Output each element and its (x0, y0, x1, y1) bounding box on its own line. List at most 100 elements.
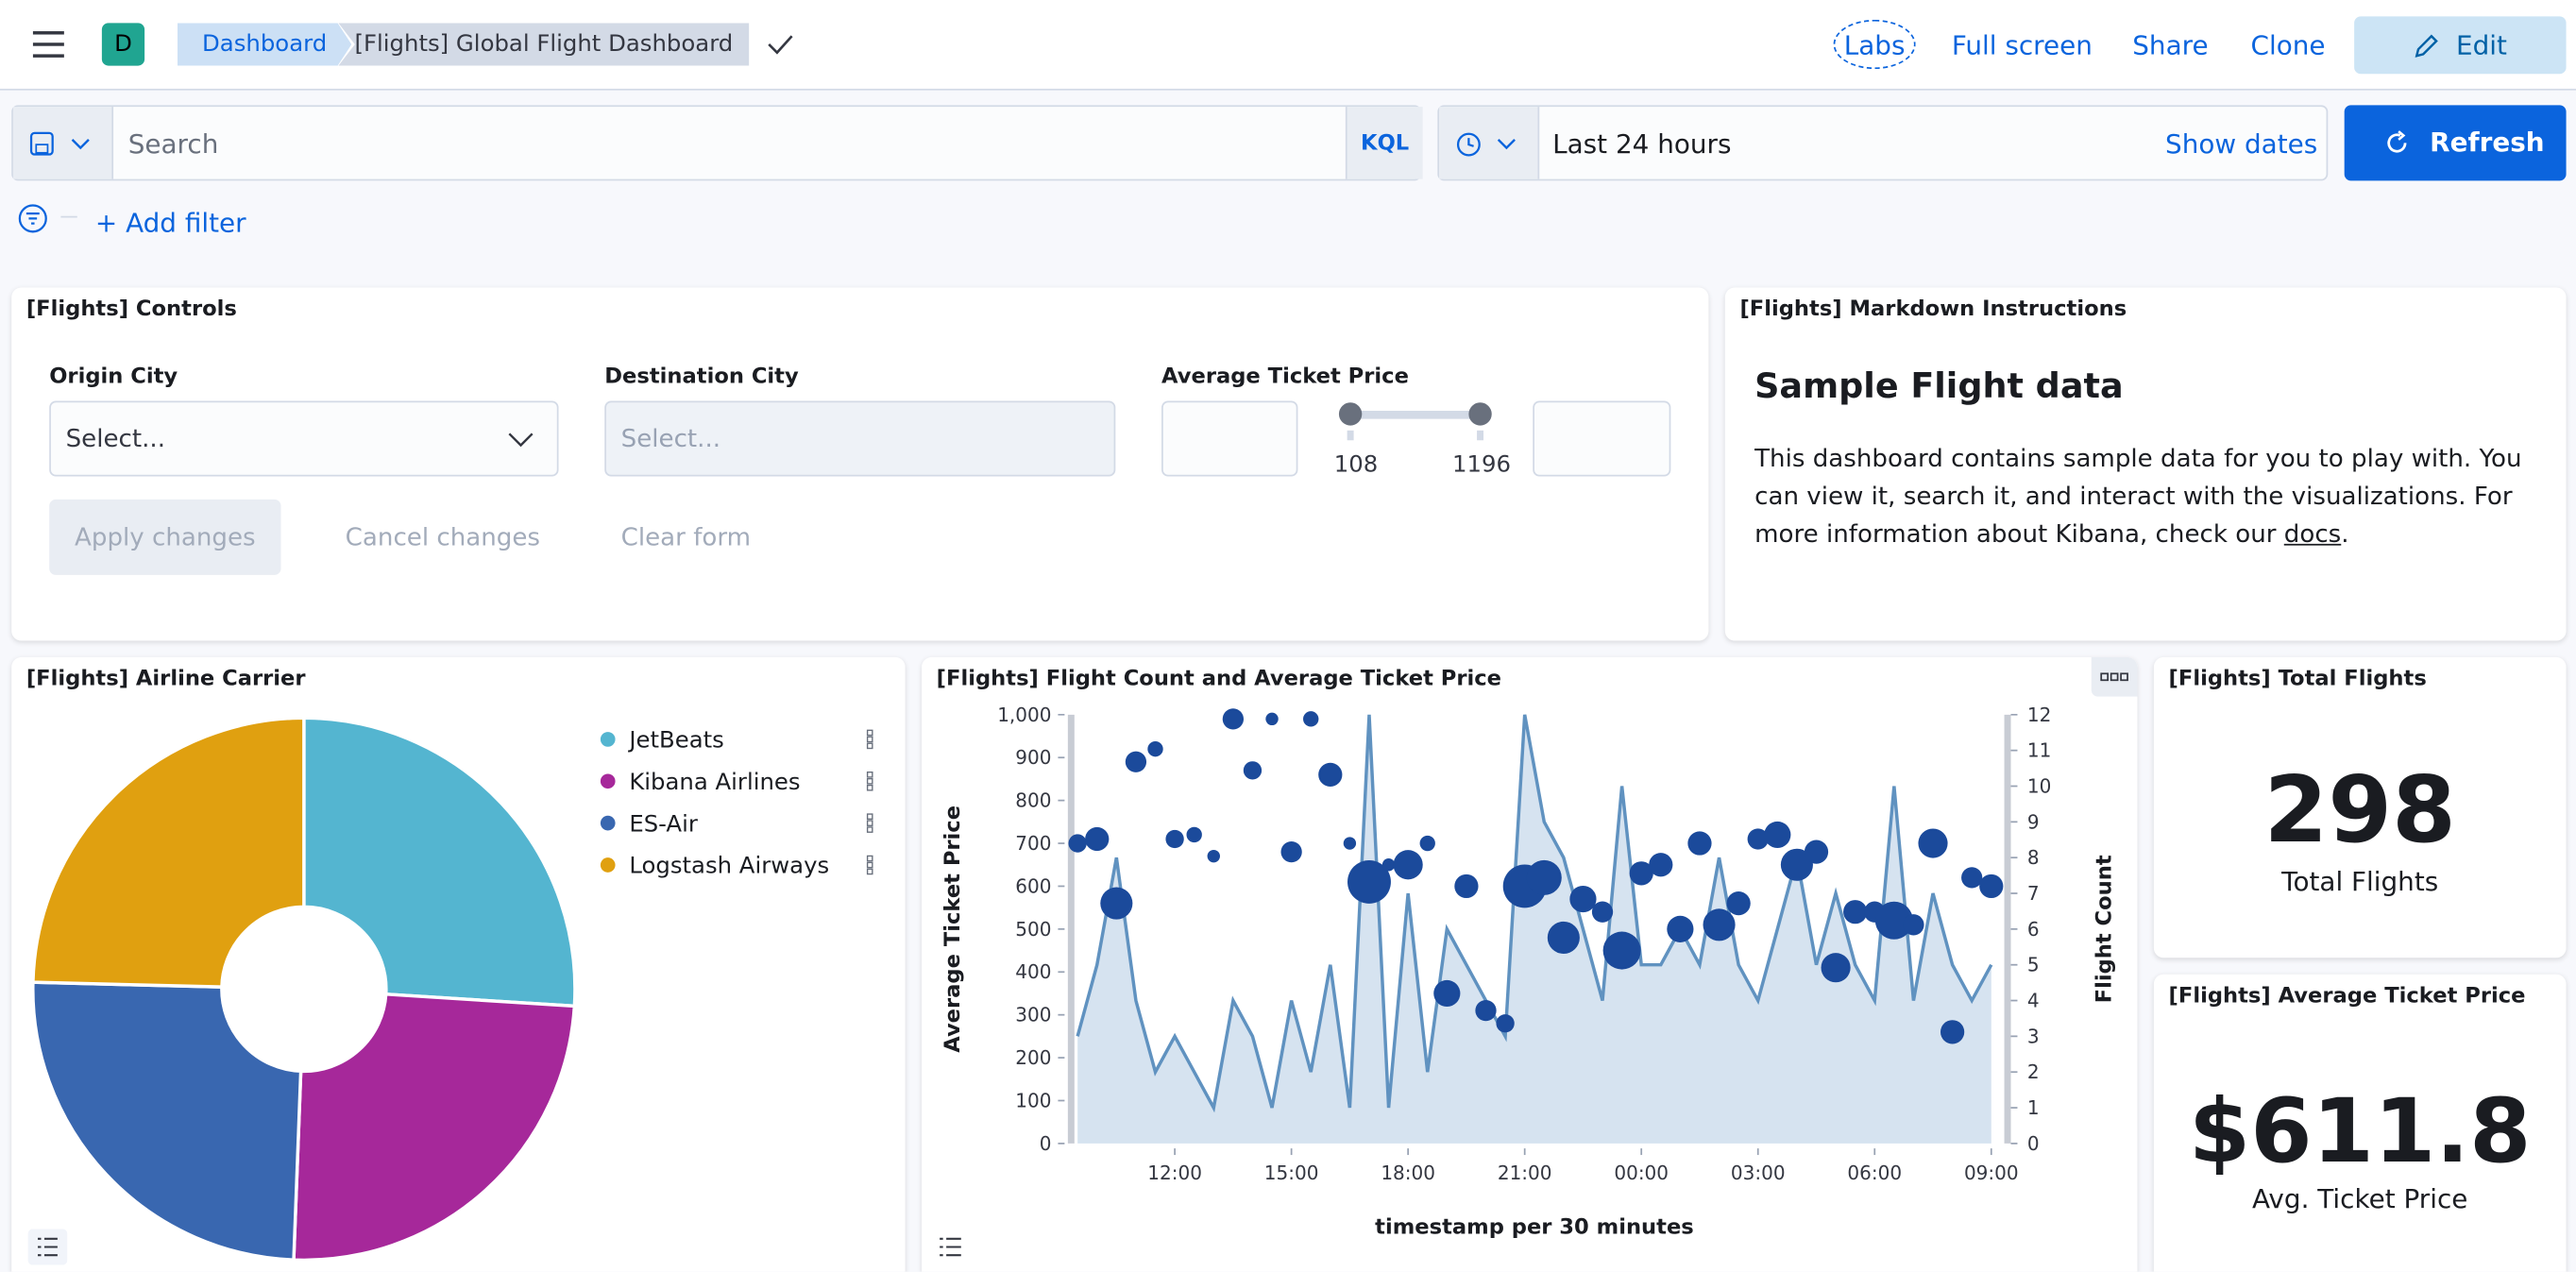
y2-tick-label: 1 (2027, 1096, 2040, 1119)
bubble (1343, 837, 1357, 850)
bubble (1496, 1014, 1515, 1033)
chevron-icon[interactable] (766, 33, 795, 56)
legend-menu-dot (866, 784, 873, 791)
legend-toggle[interactable] (27, 1229, 68, 1265)
slider-max-label: 1196 (1451, 451, 1511, 479)
bubble (1764, 821, 1791, 849)
header-link[interactable]: Share (2132, 29, 2209, 61)
bubble (1454, 873, 1479, 899)
y-tick-label: 400 (1015, 960, 1051, 983)
y2-tick-label: 7 (2027, 882, 2040, 905)
panel-title: [Flights] Markdown Instructions (1739, 297, 2127, 323)
breadcrumb[interactable]: Dashboard (177, 23, 352, 66)
edit-label: Edit (2456, 29, 2507, 61)
panel-title: [Flights] Flight Count and Average Ticke… (936, 667, 1502, 692)
show-dates[interactable]: Show dates (2165, 127, 2318, 160)
legend-menu-dot (866, 772, 873, 778)
bubble (1903, 914, 1924, 936)
panel-title: [Flights] Controls (25, 297, 237, 323)
bubble (1591, 901, 1614, 923)
y-tick-label: 300 (1015, 1004, 1051, 1026)
bubble (1629, 861, 1653, 886)
bubble (1433, 979, 1461, 1008)
bubble (1918, 828, 1948, 858)
controls-panel: [Flights] Controls Origin City Select...… (11, 287, 1709, 641)
bubble (1940, 1020, 1965, 1044)
search-placeholder[interactable]: Search (127, 127, 219, 160)
x-tick-label: 03:00 (1731, 1162, 1786, 1184)
field-label: Origin City (49, 365, 178, 390)
refresh-button[interactable]: Refresh (2344, 105, 2567, 181)
legend-label[interactable]: Kibana Airlines (629, 768, 800, 795)
bubble (1147, 740, 1163, 757)
header-link[interactable]: Labs (1833, 19, 1916, 70)
area (1077, 714, 1991, 1144)
bubble (1303, 711, 1319, 727)
y2-tick-label: 12 (2027, 704, 2051, 726)
docs-link[interactable]: docs (2283, 518, 2342, 550)
panel-options[interactable] (2091, 656, 2138, 697)
clear-button: Clear form (620, 522, 752, 552)
space-avatar[interactable]: D (101, 23, 145, 66)
cancel-button: Cancel changes (345, 522, 541, 552)
markdown-heading: Sample Flight data (1754, 365, 2124, 406)
saved-query-button[interactable] (12, 107, 114, 179)
x-tick-label: 15:00 (1264, 1162, 1319, 1184)
y2-tick-label: 9 (2027, 810, 2040, 833)
min-input[interactable] (1161, 400, 1298, 477)
x-tick-label: 21:00 (1498, 1162, 1552, 1184)
pie-slice (31, 980, 303, 1263)
max-input[interactable] (1533, 400, 1671, 477)
origin-select[interactable]: Select... (49, 400, 559, 477)
search-bar[interactable]: Search KQL (11, 105, 1423, 181)
metric-panel: [Flights] Total Flights 298 Total Flight… (2153, 656, 2567, 958)
apply-button: Apply changes (49, 499, 281, 575)
time-picker[interactable]: Last 24 hours Show dates (1437, 105, 2329, 181)
edit-button[interactable]: Edit (2354, 16, 2567, 75)
markdown-text: . (2341, 518, 2349, 550)
bubble (1874, 901, 1913, 940)
quick-menu-button[interactable] (1439, 107, 1540, 179)
bubble (1318, 762, 1343, 787)
markdown-text: This dashboard contains sample data for … (1754, 443, 2522, 550)
legend-menu-dot (866, 855, 873, 862)
header-link[interactable]: Clone (2250, 29, 2326, 61)
y-tick-label: 0 (1040, 1132, 1052, 1155)
legend-label[interactable]: JetBeats (627, 726, 724, 754)
bubble (1419, 835, 1435, 852)
bubble (1526, 859, 1562, 895)
y-tick-label: 600 (1015, 874, 1051, 897)
legend-label[interactable]: ES-Air (629, 809, 698, 837)
bubble (1207, 849, 1220, 863)
legend-toggle[interactable] (935, 1232, 968, 1262)
menu-icon[interactable] (32, 29, 66, 59)
markdown-panel: [Flights] Markdown Instructions Sample F… (1724, 287, 2567, 641)
header-link[interactable]: Full screen (1951, 29, 2093, 61)
filter-icon[interactable] (18, 204, 84, 237)
add-filter[interactable]: + Add filter (94, 207, 246, 239)
bubble (1347, 859, 1391, 904)
legend-label[interactable]: Logstash Airways (629, 852, 829, 879)
dropdown-icon (508, 432, 534, 448)
legend-menu-dot (866, 777, 873, 785)
bubble (1726, 890, 1751, 916)
range-slider[interactable] (1326, 396, 1506, 445)
refresh-icon (2387, 130, 2407, 153)
options-icon (2100, 672, 2128, 682)
y-tick-label: 900 (1015, 746, 1051, 769)
breadcrumb: [Flights] Global Flight Dashboard (338, 23, 750, 66)
pie-panel: [Flights] Airline Carrier JetBeats Kibana… (11, 656, 906, 1272)
kql-button[interactable]: KQL (1345, 107, 1423, 179)
pencil-icon (2415, 34, 2438, 58)
y2-axis-title: Flight Count (2093, 855, 2117, 1003)
metric-value: $611.8 (2188, 1079, 2532, 1183)
bubble (1804, 840, 1829, 864)
time-range[interactable]: Last 24 hours (1552, 127, 1732, 160)
metric-value: 298 (2263, 757, 2456, 865)
combo-chart: 01002003004005006007008009001,0000123456… (941, 704, 2117, 1240)
y-tick-label: 100 (1015, 1089, 1051, 1111)
y2-tick-label: 8 (2027, 846, 2040, 869)
metric-label: Avg. Ticket Price (2252, 1182, 2468, 1214)
bubble (1687, 831, 1712, 856)
y-tick-label: 200 (1015, 1046, 1051, 1069)
